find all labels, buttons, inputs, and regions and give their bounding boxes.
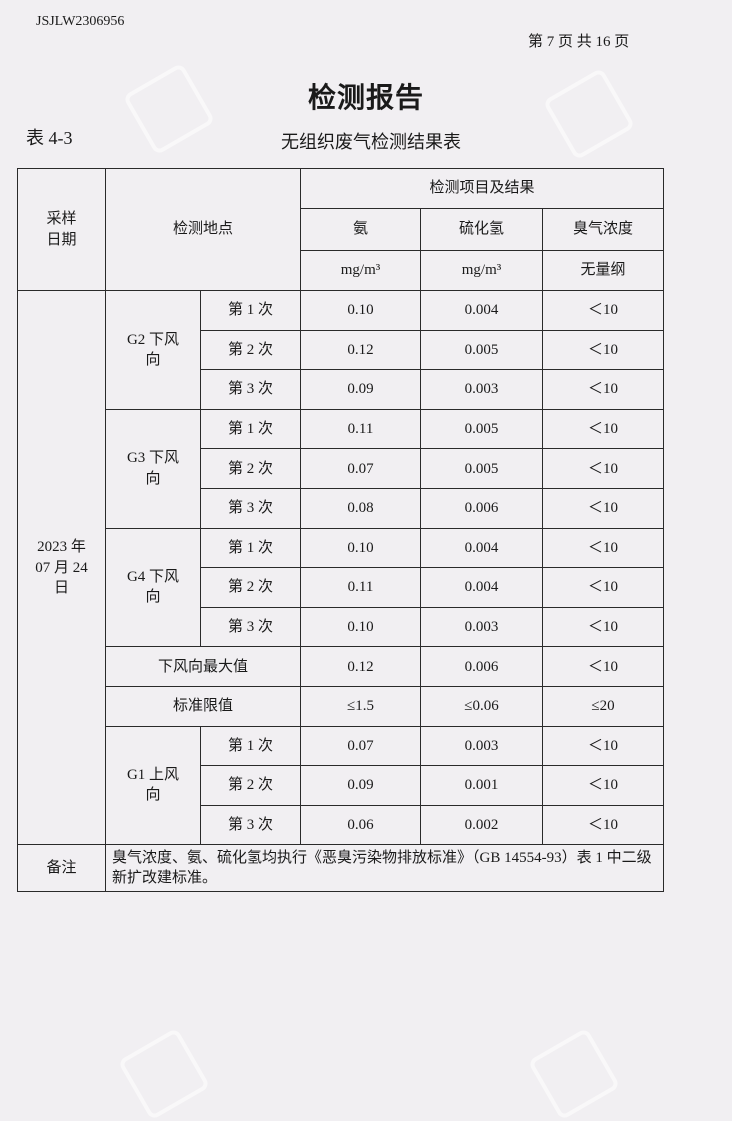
trial-label: 第 3 次 — [199, 369, 302, 410]
sampling-date-text: 2023 年 07 月 24 日 — [35, 539, 88, 596]
result-value: ＜10 — [542, 765, 665, 806]
result-value: ≤20 — [542, 685, 665, 727]
max-row: 下风向最大值 0.12 0.006 ＜10 — [18, 646, 665, 687]
result-value: ≤0.06 — [420, 685, 544, 727]
table-row: G3 下风向第 1 次 0.11 0.005 ＜10 — [18, 408, 665, 529]
sampling-point-text: G3 下风向 — [126, 450, 180, 487]
trial-label: 第 1 次 — [199, 408, 302, 450]
result-value: ＜10 — [542, 804, 665, 846]
table-row: 第 3 次 0.10 0.003 ＜10 — [18, 606, 665, 648]
result-value: ＜10 — [542, 646, 665, 687]
result-value: ≤1.5 — [300, 685, 422, 727]
result-value: ＜10 — [542, 527, 665, 569]
result-value: ＜10 — [542, 567, 665, 608]
result-value: 0.10 — [300, 606, 422, 648]
table-number: 表 4-3 — [26, 128, 73, 148]
trial-label: 第 1 次 — [199, 290, 302, 331]
note-row: 备注 臭气浓度、氨、硫化氢均执行《恶臭污染物排放标准》（GB 14554-93）表… — [17, 844, 665, 893]
result-value: 0.006 — [420, 487, 544, 529]
watermark-logo — [527, 1027, 621, 1121]
header-group: 检测项目及结果 — [300, 168, 665, 209]
result-value: 0.07 — [300, 448, 422, 489]
trial-label: 第 1 次 — [199, 725, 302, 767]
result-value: 0.07 — [300, 725, 422, 767]
result-value: 0.09 — [300, 765, 422, 806]
header-item: 臭气浓度 — [542, 208, 665, 251]
watermark-logo — [117, 1027, 211, 1121]
table-row: G4 下风向第 1 次 0.10 0.004 ＜10 — [18, 527, 665, 648]
header-unit: 无量纲 — [542, 250, 665, 291]
result-value: 0.12 — [300, 646, 422, 687]
sampling-point-text: G4 下风向 — [126, 569, 180, 606]
trial-label: 第 3 次 — [199, 804, 302, 846]
result-value: ＜10 — [542, 290, 665, 331]
result-value: ＜10 — [542, 448, 665, 489]
result-value: 0.004 — [420, 567, 544, 608]
trial-label: 第 3 次 — [199, 487, 302, 529]
result-value: 0.003 — [420, 725, 544, 767]
header-unit: mg/m³ — [300, 250, 422, 291]
result-value: 0.001 — [420, 765, 544, 806]
header-unit: mg/m³ — [420, 250, 544, 291]
sampling-point-text: G1 上风向 — [126, 767, 180, 804]
table-row: G1 上风向第 1 次 0.07 0.003 ＜10 — [18, 725, 665, 846]
result-value: ＜10 — [542, 408, 665, 450]
trial-label: 第 2 次 — [199, 765, 302, 806]
result-value: ＜10 — [542, 487, 665, 529]
report-title: 检测报告 — [307, 83, 424, 114]
trial-label: 第 2 次 — [199, 567, 302, 608]
table-title: 无组织废气检测结果表 — [281, 132, 461, 152]
sampling-point: G4 下风向 — [105, 527, 201, 648]
header-item: 硫化氢 — [420, 208, 544, 251]
result-value: 0.005 — [420, 448, 544, 489]
result-value: 0.08 — [300, 487, 422, 529]
trial-label: 第 1 次 — [199, 527, 302, 569]
result-value: 0.005 — [420, 408, 544, 450]
result-value: ＜10 — [542, 329, 665, 371]
header-item: 氨 — [300, 208, 422, 251]
result-value: 0.002 — [420, 804, 544, 846]
sampling-point: G2 下风向 — [105, 290, 201, 410]
trial-label: 第 2 次 — [199, 329, 302, 371]
row-label: 下风向最大值 — [104, 646, 302, 687]
result-value: 0.006 — [420, 646, 544, 687]
header-location: 检测地点 — [104, 168, 302, 291]
result-value: ＜10 — [542, 725, 665, 767]
result-value: 0.005 — [420, 329, 544, 371]
table-row: 第 3 次 0.06 0.002 ＜10 — [18, 804, 665, 846]
page-number: 第 7 页 共 16 页 — [528, 34, 630, 50]
result-value: 0.10 — [300, 527, 422, 569]
sampling-date: 2023 年 07 月 24 日 — [17, 289, 106, 846]
note-text: 臭气浓度、氨、硫化氢均执行《恶臭污染物排放标准》（GB 14554-93）表 1… — [104, 844, 665, 893]
table-row: 第 2 次 0.09 0.001 ＜10 — [18, 765, 665, 806]
results-table: 采样日期 检测地点 检测项目及结果 氨 硫化氢 臭气浓度 mg/m³ mg/m³… — [17, 168, 665, 893]
result-value: 0.11 — [300, 408, 422, 450]
result-value: ＜10 — [542, 606, 665, 648]
table-row: 2023 年 07 月 24 日 G2 下风向第 1 次 0.10 0.004 ＜10 — [17, 289, 665, 846]
result-value: 0.10 — [300, 290, 422, 331]
trial-label: 第 2 次 — [199, 448, 302, 489]
table-row: 第 2 次 0.12 0.005 ＜10 — [18, 329, 665, 371]
document-id: JSJLW2306956 — [36, 14, 125, 29]
result-value: 0.003 — [420, 606, 544, 648]
result-value: 0.11 — [300, 567, 422, 608]
result-value: 0.12 — [300, 329, 422, 371]
result-value: 0.004 — [420, 527, 544, 569]
row-label: 标准限值 — [104, 685, 302, 727]
header-date: 采样日期 — [17, 168, 106, 291]
sampling-point-text: G2 下风向 — [126, 331, 180, 368]
note-label: 备注 — [17, 844, 106, 893]
limit-row: 标准限值 ≤1.5 ≤0.06 ≤20 — [18, 685, 665, 727]
result-value: 0.09 — [300, 369, 422, 410]
trial-label: 第 3 次 — [199, 606, 302, 648]
result-value: 0.003 — [420, 369, 544, 410]
table-row: 第 3 次 0.09 0.003 ＜10 — [18, 369, 665, 410]
result-value: 0.004 — [420, 290, 544, 331]
table-row: 第 2 次 0.11 0.004 ＜10 — [18, 567, 665, 608]
sampling-point: G3 下风向 — [105, 408, 201, 529]
result-value: ＜10 — [542, 369, 665, 410]
sampling-point: G1 上风向 — [105, 725, 201, 846]
result-value: 0.06 — [300, 804, 422, 846]
